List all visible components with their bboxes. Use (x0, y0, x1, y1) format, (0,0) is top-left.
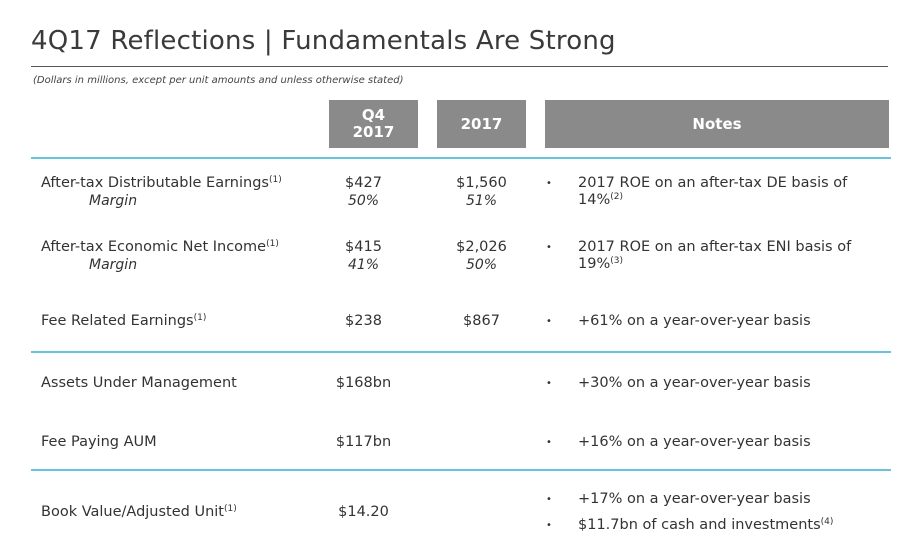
eni-q4-value: $415 (345, 239, 382, 255)
de-q4-margin: 50% (347, 193, 380, 209)
bullet-icon: • (546, 520, 552, 531)
bullet-icon: • (546, 378, 552, 389)
aum-note: +30% on a year-over-year basis (578, 375, 811, 391)
bullet-icon: • (546, 178, 552, 189)
row-label-economic-net-income: After-tax Economic Net Income(1) (41, 239, 279, 255)
bullet-icon: • (546, 242, 552, 253)
column-header-notes: Notes (545, 100, 889, 148)
bv-q4-value: $14.20 (338, 504, 389, 520)
bullet-icon: • (546, 494, 552, 505)
units-note: (Dollars in millions, except per unit am… (33, 75, 404, 86)
row-label-distributable-earnings: After-tax Distributable Earnings(1) (41, 175, 282, 191)
section-divider (31, 157, 891, 159)
row-label-fee-related-earnings: Fee Related Earnings(1) (41, 313, 207, 329)
fpaum-q4-value: $117bn (335, 434, 392, 450)
column-header-q4-2017: Q4 2017 (329, 100, 418, 148)
page-title: 4Q17 Reflections | Fundamentals Are Stro… (31, 26, 616, 56)
section-divider (31, 469, 891, 471)
column-header-q4-line1: Q4 (361, 106, 386, 124)
column-header-q4-line2: 2017 (352, 123, 395, 141)
de-2017-margin: 51% (465, 193, 498, 209)
bullet-icon: • (546, 316, 552, 327)
de-q4-value: $427 (345, 175, 382, 191)
section-divider (31, 351, 891, 353)
de-2017-value: $1,560 (456, 175, 507, 191)
bv-note-1: +17% on a year-over-year basis (578, 491, 811, 507)
bullet-icon: • (546, 437, 552, 448)
de-note: 2017 ROE on an after-tax DE basis of 14%… (578, 175, 848, 208)
row-label-fee-paying-aum: Fee Paying AUM (41, 434, 157, 450)
eni-2017-value: $2,026 (456, 239, 507, 255)
row-label-assets-under-management: Assets Under Management (41, 375, 237, 391)
eni-note: 2017 ROE on an after-tax ENI basis of 19… (578, 239, 852, 272)
fpaum-note: +16% on a year-over-year basis (578, 434, 811, 450)
row-label-book-value-adjusted-unit: Book Value/Adjusted Unit(1) (41, 504, 237, 520)
row-sublabel-margin: Margin (89, 257, 138, 273)
aum-q4-value: $168bn (335, 375, 392, 391)
title-divider (31, 66, 888, 67)
row-sublabel-margin: Margin (89, 193, 138, 209)
bv-note-2: $11.7bn of cash and investments(4) (578, 517, 834, 533)
fre-note: +61% on a year-over-year basis (578, 313, 811, 329)
fre-2017-value: $867 (463, 313, 500, 329)
eni-q4-margin: 41% (347, 257, 380, 273)
column-header-2017: 2017 (437, 100, 526, 148)
fre-q4-value: $238 (345, 313, 382, 329)
eni-2017-margin: 50% (465, 257, 498, 273)
